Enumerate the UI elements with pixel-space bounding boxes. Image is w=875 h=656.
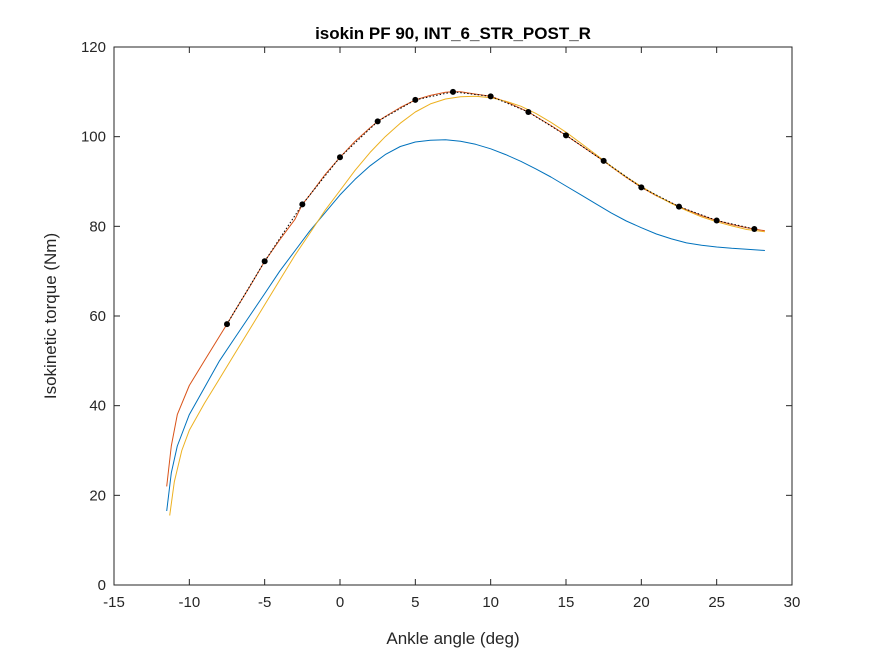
plot-area [114,47,792,585]
y-tick-label: 40 [89,398,106,415]
x-tick-label: 5 [411,594,419,611]
series-line-3 [226,91,755,325]
data-point [412,96,419,103]
y-tick-label: 100 [81,129,106,146]
y-tick-label: 20 [89,487,106,504]
x-tick-label: 10 [482,594,499,611]
y-tick-label: 0 [98,577,106,594]
data-point [638,184,645,191]
data-point [525,109,532,116]
series-line-0 [166,139,765,512]
data-point [713,217,720,224]
data-point [751,226,758,233]
data-point [450,88,456,95]
x-tick-label: -5 [258,594,271,611]
series-line-2 [169,95,765,516]
x-tick-label: 30 [784,594,801,611]
tick-layer: -15 -10 -5 0 5 10 15 20 25 30 0 20 40 60 80 100 120 [81,39,800,611]
data-point [224,321,230,328]
y-axis-label: Isokinetic torque (Nm) [41,233,60,399]
data-point [299,201,306,208]
chart-title: isokin PF 90, INT_6_STR_POST_R [315,24,591,43]
y-tick-label: 80 [89,218,106,235]
x-tick-label: -15 [103,594,125,611]
data-point [261,258,268,265]
data-point [676,203,682,210]
y-tick-label: 60 [89,308,106,325]
series-layer [166,88,765,516]
data-point [487,93,494,100]
x-tick-label: 20 [633,594,650,611]
data-point [600,157,607,164]
x-tick-label: -10 [178,594,200,611]
data-point [337,154,343,161]
x-tick-label: 0 [336,594,344,611]
x-tick-label: 15 [558,594,575,611]
series-markers [224,88,758,328]
y-tick-label: 120 [81,39,106,56]
data-point [374,118,381,125]
x-axis-label: Ankle angle (deg) [386,629,519,648]
x-tick-label: 25 [708,594,725,611]
data-point [563,132,569,139]
